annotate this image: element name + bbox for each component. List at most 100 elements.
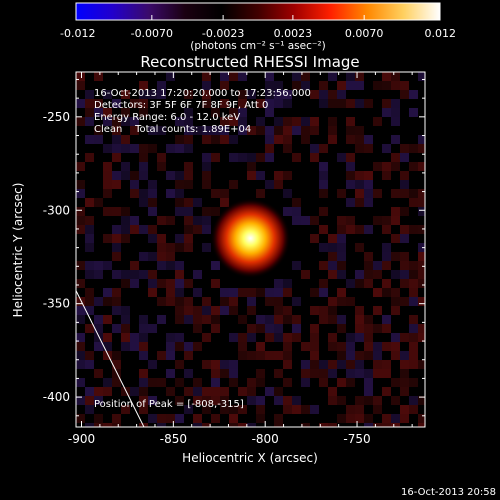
noise-cell <box>319 378 328 387</box>
noise-cell <box>337 252 346 261</box>
noise-cell <box>148 207 157 216</box>
noise-cell <box>391 135 400 144</box>
noise-cell <box>355 72 364 81</box>
noise-cell <box>175 261 184 270</box>
noise-cell <box>166 297 175 306</box>
noise-cell <box>256 189 265 198</box>
noise-cell <box>157 234 166 243</box>
noise-cell <box>418 144 425 153</box>
noise-cell <box>139 315 148 324</box>
noise-cell <box>391 234 400 243</box>
noise-cell <box>148 198 157 207</box>
image-area <box>76 72 425 427</box>
noise-cell <box>382 108 391 117</box>
noise-cell <box>292 324 301 333</box>
noise-cell <box>418 225 425 234</box>
axis-ticks: -900 -850 -800 -750 -400 -350 -300 -250 <box>43 72 425 446</box>
noise-cell <box>112 351 121 360</box>
noise-cell <box>283 351 292 360</box>
noise-cell <box>364 135 373 144</box>
noise-cell <box>364 279 373 288</box>
noise-cell <box>94 108 103 117</box>
noise-cell <box>157 153 166 162</box>
noise-cell <box>238 315 247 324</box>
noise-cell <box>265 108 274 117</box>
noise-cell <box>184 387 193 396</box>
noise-cell <box>112 243 121 252</box>
noise-cell <box>409 324 418 333</box>
noise-cell <box>382 72 391 81</box>
noise-cell <box>328 99 337 108</box>
noise-cell <box>211 153 220 162</box>
noise-cell <box>238 333 247 342</box>
noise-cell <box>193 396 202 405</box>
noise-cell <box>337 270 346 279</box>
noise-cell <box>292 297 301 306</box>
noise-cell <box>220 369 229 378</box>
noise-cell <box>328 243 337 252</box>
noise-cell <box>112 423 121 427</box>
noise-cell <box>391 153 400 162</box>
noise-cell <box>373 360 382 369</box>
noise-cell <box>328 135 337 144</box>
noise-cell <box>292 117 301 126</box>
noise-cell <box>391 252 400 261</box>
noise-cell <box>319 144 328 153</box>
noise-cell <box>220 72 229 81</box>
noise-cell <box>310 117 319 126</box>
noise-cell <box>328 315 337 324</box>
noise-cell <box>274 351 283 360</box>
noise-cell <box>364 396 373 405</box>
noise-cell <box>301 270 310 279</box>
noise-cell <box>328 234 337 243</box>
noise-cell <box>175 306 184 315</box>
noise-cell <box>355 405 364 414</box>
noise-cell <box>184 405 193 414</box>
noise-cell <box>337 243 346 252</box>
noise-cell <box>175 288 184 297</box>
noise-cell <box>166 351 175 360</box>
noise-cell <box>76 261 85 270</box>
noise-cell <box>346 225 355 234</box>
noise-cell <box>121 144 130 153</box>
noise-cell <box>103 423 112 427</box>
noise-cell <box>283 360 292 369</box>
noise-cell <box>400 279 409 288</box>
noise-cell <box>229 333 238 342</box>
noise-cell <box>76 396 85 405</box>
noise-cell <box>148 360 157 369</box>
noise-cell <box>310 90 319 99</box>
noise-cell <box>175 171 184 180</box>
noise-cell <box>112 171 121 180</box>
noise-cell <box>139 252 148 261</box>
y-tick-label: -300 <box>43 203 70 217</box>
noise-cell <box>112 180 121 189</box>
noise-cell <box>229 369 238 378</box>
noise-cell <box>76 306 85 315</box>
noise-cell <box>175 135 184 144</box>
noise-cell <box>400 333 409 342</box>
noise-cell <box>301 72 310 81</box>
noise-cell <box>202 180 211 189</box>
noise-cell <box>103 387 112 396</box>
noise-cell <box>202 225 211 234</box>
noise-cell <box>337 153 346 162</box>
noise-cell <box>337 225 346 234</box>
noise-cell <box>319 261 328 270</box>
noise-cell <box>382 252 391 261</box>
noise-cell <box>229 288 238 297</box>
noise-cell <box>409 108 418 117</box>
noise-cell <box>283 279 292 288</box>
noise-cell <box>310 333 319 342</box>
noise-cell <box>112 378 121 387</box>
noise-cell <box>310 405 319 414</box>
noise-cell <box>301 423 310 427</box>
noise-cell <box>175 279 184 288</box>
noise-cell <box>76 315 85 324</box>
noise-cell <box>202 387 211 396</box>
info-time-range: 16-Oct-2013 17:20:20.000 to 17:23:56.000 <box>94 88 311 99</box>
noise-cell <box>139 153 148 162</box>
noise-cell <box>112 306 121 315</box>
noise-cell <box>247 333 256 342</box>
noise-cell <box>103 342 112 351</box>
